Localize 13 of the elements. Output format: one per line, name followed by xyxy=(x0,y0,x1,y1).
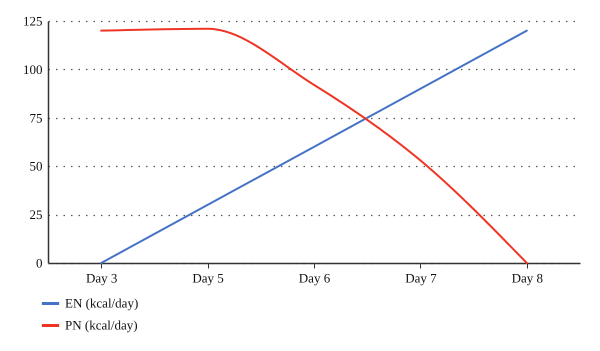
x-tick-label: Day 3 xyxy=(86,270,118,286)
legend-label: PN (kcal/day) xyxy=(65,318,138,332)
y-tick-label: 125 xyxy=(23,14,42,28)
x-tick-label: Day 5 xyxy=(192,270,224,286)
legend-label: EN (kcal/day) xyxy=(65,296,138,310)
y-tick-label: 25 xyxy=(30,207,42,222)
y-tick-label: 100 xyxy=(23,62,42,77)
x-tick-label: Day 7 xyxy=(405,270,438,286)
y-tick-label: 50 xyxy=(30,158,42,174)
x-tick-label: Day 6 xyxy=(298,270,331,286)
y-tick-label: 0 xyxy=(36,256,42,270)
x-tick-label: Day 8 xyxy=(512,270,544,286)
y-tick-label: 75 xyxy=(30,110,42,126)
